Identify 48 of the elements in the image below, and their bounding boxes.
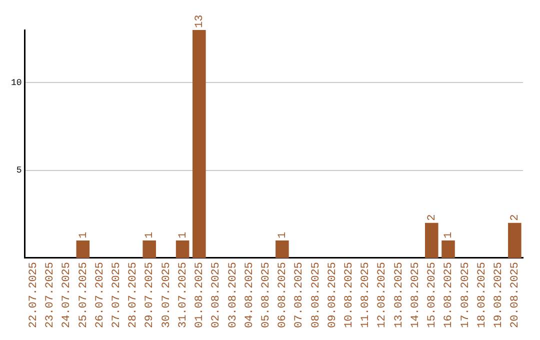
- x-tick-label: 07.08.2025: [294, 262, 306, 328]
- x-tick-label: 31.07.2025: [177, 262, 190, 328]
- x-tick-label: 19.08.2025: [492, 262, 505, 328]
- data-label: 2: [426, 214, 439, 221]
- x-tick-label: 04.08.2025: [244, 262, 256, 328]
- bar: [508, 222, 522, 258]
- x-tick-label: 15.08.2025: [426, 262, 439, 328]
- x-tick-label: 30.07.2025: [160, 262, 173, 328]
- x-tick-label: 09.08.2025: [326, 262, 339, 328]
- data-label: 1: [144, 231, 156, 238]
- data-label: 1: [177, 231, 190, 238]
- data-label: 1: [277, 231, 290, 238]
- x-tick-label: 17.08.2025: [460, 262, 472, 328]
- x-tick-label: 22.07.2025: [28, 262, 40, 328]
- x-tick-label: 26.07.2025: [94, 262, 106, 328]
- x-tick-label: 10.08.2025: [344, 262, 356, 328]
- x-tick-label: 23.07.2025: [44, 262, 57, 328]
- x-tick-label: 24.07.2025: [61, 262, 74, 328]
- x-tick-label: 16.08.2025: [443, 262, 456, 328]
- data-label: 1: [78, 231, 90, 238]
- x-tick-label: 02.08.2025: [210, 262, 223, 328]
- bar: [176, 240, 190, 258]
- x-tick-label: 14.08.2025: [410, 262, 422, 328]
- x-tick-label: 06.08.2025: [277, 262, 290, 328]
- x-tick-label: 28.07.2025: [128, 262, 140, 328]
- bar: [276, 240, 289, 258]
- y-tick-label: 5: [16, 166, 22, 176]
- x-tick-label: 20.08.2025: [510, 262, 522, 328]
- bar: [192, 30, 206, 258]
- x-tick-label: 03.08.2025: [227, 262, 240, 328]
- x-tick-label: 27.07.2025: [111, 262, 124, 328]
- bar: [142, 240, 156, 258]
- x-tick-label: 12.08.2025: [376, 262, 389, 328]
- x-tick-label: 05.08.2025: [260, 262, 272, 328]
- bar: [424, 222, 438, 258]
- data-label: 1: [443, 231, 456, 238]
- x-tick-label: 01.08.2025: [194, 262, 206, 328]
- x-tick-label: 13.08.2025: [393, 262, 406, 328]
- x-tick-label: 29.07.2025: [144, 262, 156, 328]
- x-tick-label: 11.08.2025: [360, 262, 372, 328]
- bar: [442, 240, 455, 258]
- x-tick-label: 18.08.2025: [476, 262, 488, 328]
- bar: [76, 240, 90, 258]
- data-label: 13: [194, 14, 206, 28]
- x-tick-label: 08.08.2025: [310, 262, 322, 328]
- x-tick-label: 25.07.2025: [78, 262, 90, 328]
- y-tick-label: 10: [10, 78, 22, 88]
- data-label: 2: [510, 214, 522, 221]
